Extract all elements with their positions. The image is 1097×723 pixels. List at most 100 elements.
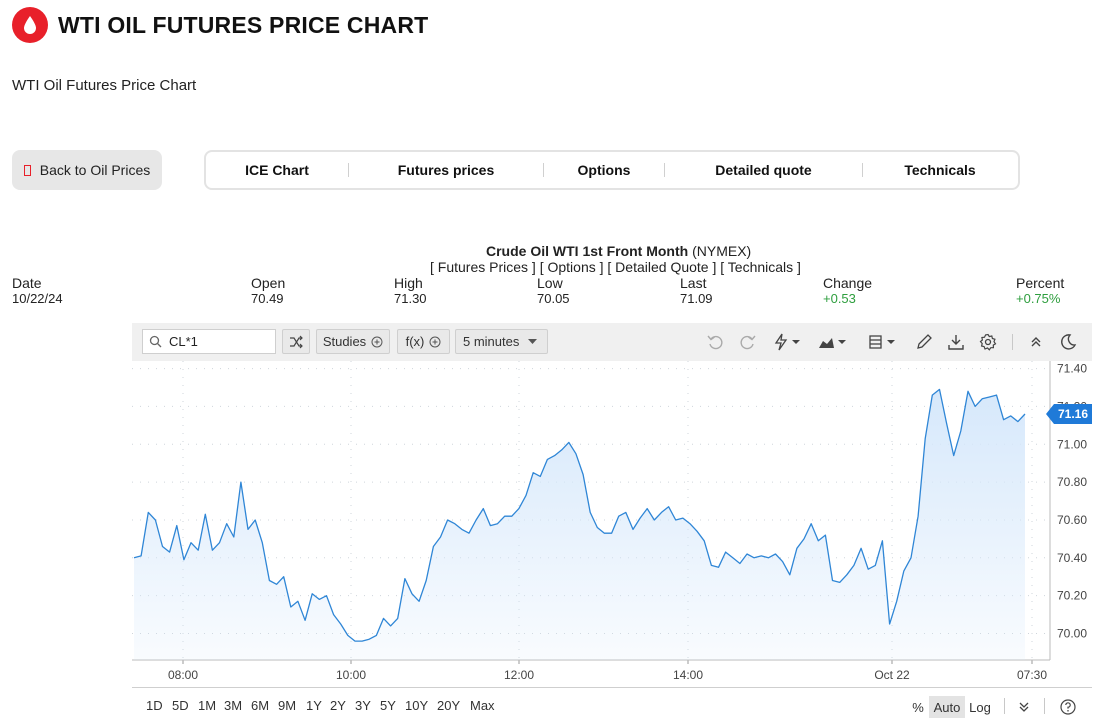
moon-icon bbox=[1061, 334, 1077, 350]
plus-circle-icon bbox=[429, 336, 441, 347]
double-chevron-down-icon bbox=[1019, 702, 1029, 712]
tab-divider bbox=[664, 163, 665, 177]
redo-button[interactable] bbox=[738, 332, 758, 352]
settings-button[interactable] bbox=[978, 332, 998, 352]
studies-label: Studies bbox=[322, 334, 367, 349]
range-1y[interactable]: 1Y bbox=[306, 698, 322, 713]
redo-icon bbox=[740, 335, 756, 350]
tab-detailed-quote[interactable]: Detailed quote bbox=[715, 162, 812, 178]
percent-scale-toggle[interactable]: % bbox=[912, 699, 924, 715]
compare-button[interactable] bbox=[282, 329, 310, 354]
oil-drop-icon bbox=[12, 7, 48, 43]
pencil-icon bbox=[917, 334, 932, 349]
range-5d[interactable]: 5D bbox=[172, 698, 189, 713]
chart-type-menu[interactable] bbox=[818, 332, 850, 352]
stat-high-label: High bbox=[394, 275, 423, 291]
symbol-value: CL*1 bbox=[169, 334, 198, 349]
layout-icon bbox=[869, 335, 895, 349]
undo-button[interactable] bbox=[705, 332, 725, 352]
last-price-tag bbox=[1046, 403, 1092, 424]
fx-button[interactable]: f(x) bbox=[397, 329, 450, 354]
range-3y[interactable]: 3Y bbox=[355, 698, 371, 713]
range-1d[interactable]: 1D bbox=[146, 698, 163, 713]
stat-change-value: +0.53 bbox=[823, 291, 856, 306]
fx-label: f(x) bbox=[405, 334, 425, 349]
y-tick-label: 70.40 bbox=[1057, 551, 1087, 565]
range-9m[interactable]: 9M bbox=[278, 698, 297, 713]
bottom-divider bbox=[1004, 698, 1005, 714]
gear-icon bbox=[979, 333, 997, 351]
price-chart[interactable]: 70.0070.2070.4070.6070.8071.0071.2071.40… bbox=[132, 361, 1092, 687]
range-max[interactable]: Max bbox=[470, 698, 495, 713]
help-icon bbox=[1060, 699, 1076, 715]
instrument-links: [ Futures Prices ] [ Options ] [ Detaile… bbox=[430, 259, 801, 275]
range-6m[interactable]: 6M bbox=[251, 698, 270, 713]
back-to-oil-prices-button[interactable]: Back to Oil Prices bbox=[12, 150, 162, 190]
stat-high-value: 71.30 bbox=[394, 291, 427, 306]
chevron-down-icon bbox=[528, 338, 538, 344]
stat-percent-value: +0.75% bbox=[1016, 291, 1061, 306]
x-tick-label: 08:00 bbox=[168, 668, 198, 682]
theme-toggle[interactable] bbox=[1058, 332, 1078, 352]
tab-ice-chart[interactable]: ICE Chart bbox=[245, 162, 309, 178]
range-3m[interactable]: 3M bbox=[224, 698, 243, 713]
expand-button[interactable] bbox=[1014, 696, 1034, 718]
collapse-icon bbox=[1031, 337, 1041, 347]
tab-futures-prices[interactable]: Futures prices bbox=[397, 162, 495, 178]
link-technicals[interactable]: [ Technicals ] bbox=[720, 259, 801, 275]
price-line bbox=[133, 388, 1026, 642]
x-tick-label: 14:00 bbox=[673, 668, 703, 682]
x-tick-label: Oct 22 bbox=[874, 668, 910, 682]
symbol-search-input[interactable]: CL*1 bbox=[142, 329, 276, 354]
stat-last-value: 71.09 bbox=[680, 291, 713, 306]
chart-tabs: ICE Chart Futures prices Options Detaile… bbox=[204, 150, 1020, 190]
y-tick-label: 70.60 bbox=[1057, 513, 1087, 527]
instrument-name: Crude Oil WTI 1st Front Month bbox=[486, 243, 689, 259]
link-futures-prices[interactable]: [ Futures Prices ] bbox=[430, 259, 536, 275]
x-tick-label: 10:00 bbox=[336, 668, 366, 682]
y-tick-label: 70.00 bbox=[1057, 627, 1087, 641]
chart-range-bar: 1D 5D 1M 3M 6M 9M 1Y 2Y 3Y 5Y 10Y 20Y Ma… bbox=[132, 687, 1092, 723]
link-options[interactable]: [ Options ] bbox=[539, 259, 604, 275]
undo-icon bbox=[707, 335, 723, 350]
stat-low-label: Low bbox=[537, 275, 563, 291]
interval-select[interactable]: 5 minutes bbox=[455, 329, 548, 354]
events-menu[interactable] bbox=[772, 332, 804, 352]
page-header: WTI OIL FUTURES PRICE CHART bbox=[12, 6, 428, 44]
tab-options[interactable]: Options bbox=[577, 162, 631, 178]
tab-technicals[interactable]: Technicals bbox=[904, 162, 976, 178]
range-10y[interactable]: 10Y bbox=[405, 698, 429, 713]
price-area-fill bbox=[134, 389, 1025, 660]
link-detailed-quote[interactable]: [ Detailed Quote ] bbox=[607, 259, 717, 275]
download-icon bbox=[948, 335, 964, 350]
tab-divider bbox=[543, 163, 544, 177]
x-tick-label: 07:30 bbox=[1017, 668, 1047, 682]
back-icon bbox=[23, 164, 31, 176]
draw-button[interactable] bbox=[914, 332, 934, 352]
collapse-button[interactable] bbox=[1026, 332, 1046, 352]
back-button-label: Back to Oil Prices bbox=[39, 162, 151, 178]
stat-low-value: 70.05 bbox=[537, 291, 570, 306]
lightning-icon bbox=[774, 333, 800, 351]
log-scale-toggle[interactable]: Log bbox=[969, 699, 991, 715]
range-5y[interactable]: 5Y bbox=[380, 698, 396, 713]
plus-circle-icon bbox=[371, 336, 383, 347]
search-icon bbox=[149, 335, 162, 348]
page-title: WTI OIL FUTURES PRICE CHART bbox=[58, 11, 429, 38]
auto-scale-toggle[interactable]: Auto bbox=[929, 696, 965, 718]
range-1m[interactable]: 1M bbox=[198, 698, 217, 713]
chart-instrument-title: Crude Oil WTI 1st Front Month (NYMEX) bbox=[486, 243, 751, 259]
download-button[interactable] bbox=[946, 332, 966, 352]
y-tick-label: 71.00 bbox=[1057, 437, 1087, 451]
studies-button[interactable]: Studies bbox=[316, 329, 390, 354]
stat-open-value: 70.49 bbox=[251, 291, 284, 306]
stat-date-label: Date bbox=[12, 275, 42, 291]
range-2y[interactable]: 2Y bbox=[330, 698, 346, 713]
area-chart-icon bbox=[819, 338, 846, 348]
layout-menu[interactable] bbox=[868, 332, 900, 352]
help-button[interactable] bbox=[1058, 696, 1078, 718]
y-tick-label: 70.80 bbox=[1057, 475, 1087, 489]
stat-open-label: Open bbox=[251, 275, 286, 291]
range-20y[interactable]: 20Y bbox=[437, 698, 461, 713]
instrument-exchange: (NYMEX) bbox=[692, 243, 752, 259]
